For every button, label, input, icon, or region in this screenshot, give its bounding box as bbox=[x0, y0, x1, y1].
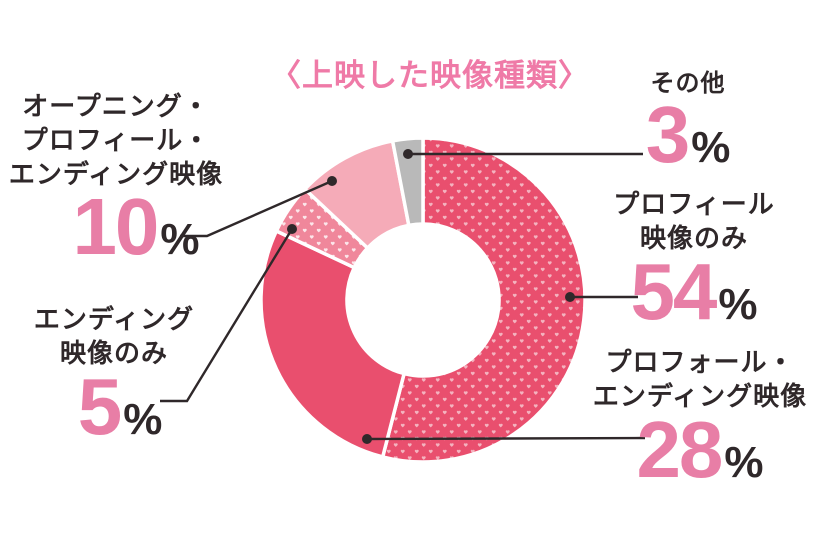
value-number: 3 bbox=[645, 90, 690, 180]
leader-dot bbox=[327, 176, 337, 186]
value-other: 3 % bbox=[628, 95, 748, 175]
slice-label-text: プロフォール・ bbox=[605, 347, 795, 377]
value-profile-ending: 28 % bbox=[588, 404, 812, 494]
percent-sign: % bbox=[718, 279, 758, 329]
slice-label-opening-profile-ending: オープニング・ プロフィール・ エンディング映像 bbox=[0, 90, 232, 191]
percent-sign: % bbox=[691, 123, 731, 173]
value-opening-profile-ending: 10 % bbox=[40, 187, 232, 267]
value-number: 28 bbox=[636, 404, 723, 494]
leader-line bbox=[180, 179, 333, 238]
value-number: 54 bbox=[630, 246, 717, 336]
label-group-profile-ending: プロフォール・ エンディング映像 28 % bbox=[588, 346, 812, 490]
label-group-ending-only: エンディング 映像のみ 5 % bbox=[2, 303, 226, 447]
donut-slice-1 bbox=[259, 229, 406, 459]
leader-line bbox=[160, 228, 294, 403]
slice-label-text: プロフィール・ bbox=[21, 124, 211, 155]
label-group-opening-profile-ending: オープニング・ プロフィール・ エンディング映像 10 % bbox=[0, 90, 232, 267]
chart-title: 〈上映した映像種類〉 bbox=[270, 58, 590, 93]
slice-label-other: その他 bbox=[628, 68, 748, 99]
value-ending-only: 5 % bbox=[14, 361, 226, 451]
slice-label-text: プロフィール bbox=[613, 189, 775, 219]
percent-sign: % bbox=[724, 437, 764, 487]
slice-label-text: エンディング映像 bbox=[8, 158, 224, 189]
slice-label-text: その他 bbox=[650, 70, 726, 97]
leader-dot bbox=[287, 224, 297, 234]
slice-label-text: エンディング bbox=[33, 304, 195, 334]
slice-label-profile-ending: プロフォール・ エンディング映像 bbox=[588, 346, 812, 414]
slice-label-text: 映像のみ bbox=[59, 337, 168, 368]
donut-slice-4 bbox=[390, 136, 425, 228]
percent-sign: % bbox=[123, 394, 163, 444]
label-group-profile-only: プロフィール 映像のみ 54 % bbox=[604, 188, 784, 332]
slice-label-ending-only: エンディング 映像のみ bbox=[2, 303, 226, 371]
slice-label-text: 映像のみ bbox=[639, 222, 748, 253]
donut-slice-0 bbox=[380, 136, 587, 464]
value-number: 10 bbox=[72, 182, 159, 272]
slice-label-text: エンディング映像 bbox=[592, 380, 808, 411]
slice-label-profile-only: プロフィール 映像のみ bbox=[604, 188, 784, 256]
percent-sign: % bbox=[160, 215, 200, 265]
leader-dot bbox=[565, 292, 575, 302]
value-profile-only: 54 % bbox=[604, 246, 784, 336]
value-number: 5 bbox=[77, 361, 122, 451]
label-group-other: その他 3 % bbox=[628, 68, 748, 175]
slice-label-text: オープニング・ bbox=[22, 91, 210, 121]
leader-dot bbox=[403, 149, 413, 159]
leader-dot bbox=[362, 434, 372, 444]
leader-line bbox=[366, 436, 646, 441]
